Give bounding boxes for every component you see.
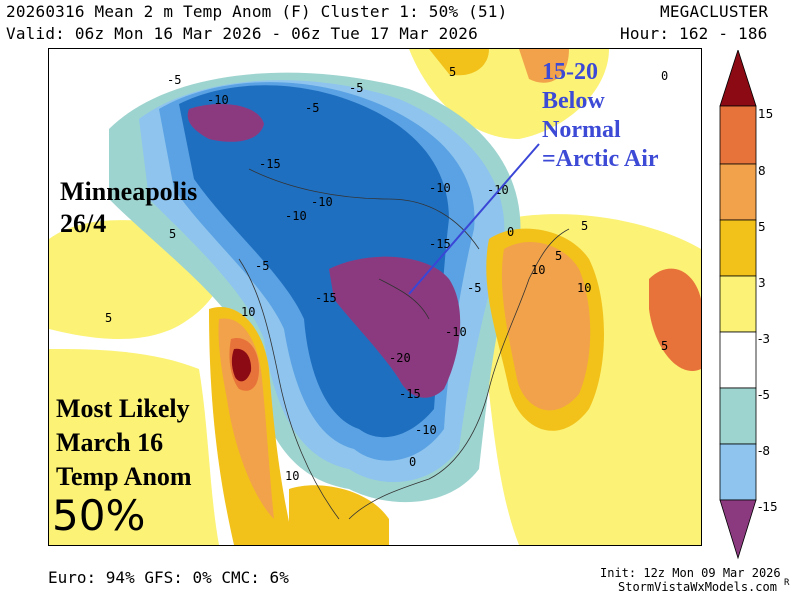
model-weights: Euro: 94% GFS: 0% CMC: 6% [48, 568, 289, 587]
colorbar-label: -3 [758, 332, 770, 346]
contour-label: -10 [445, 325, 467, 339]
contour-label: 10 [531, 263, 546, 277]
map-title: 20260316 Mean 2 m Temp Anom (F) Cluster … [6, 2, 508, 21]
contour-label: -5 [305, 101, 320, 115]
arctic-air-note-line: =Arctic Air [542, 146, 659, 172]
caption-line: Most Likely [56, 394, 190, 423]
contour-label: -10 [285, 209, 307, 223]
colorbar-label: 5 [758, 220, 766, 234]
contour-label: -5 [467, 281, 482, 295]
arctic-air-note-line: Normal [542, 117, 621, 143]
city-name: Minneapolis [60, 177, 198, 206]
forecast-hour: Hour: 162 - 186 [620, 24, 768, 43]
contour-label: -10 [311, 195, 333, 209]
brand-label: MEGACLUSTER [660, 2, 769, 21]
anomaly-map-graphic [49, 49, 701, 545]
contour-label: -15 [429, 237, 451, 251]
arctic-air-note-line: 15-20 [542, 59, 598, 85]
arctic-air-note: 15-20 Below Normal =Arctic Air [542, 58, 659, 174]
contour-label: -15 [399, 387, 421, 401]
contour-label: 0 [507, 225, 515, 239]
contour-label: 0 [661, 69, 669, 83]
arrow-line [408, 143, 540, 295]
colorbar-label: 15 [758, 107, 774, 121]
contour-label: -5 [167, 73, 182, 87]
probability-label: 50% [52, 491, 146, 540]
contour-label: -5 [255, 259, 270, 273]
arctic-air-note-line: Below [542, 88, 605, 114]
colorbar-label: 3 [758, 276, 766, 290]
site-credit: StormVistaWxModels.com [618, 580, 777, 594]
anomaly-map: -5 0 -5 -5 -10 -15 -10 -10 -15 -10 -10 5… [48, 48, 702, 546]
colorbar [719, 50, 757, 560]
city-temps: 26/4 [60, 209, 107, 238]
contour-label: 5 [105, 311, 113, 325]
contour-label: -20 [389, 351, 411, 365]
colorbar-label: 8 [758, 164, 766, 178]
contour-label: -10 [429, 181, 451, 195]
city-forecast: Minneapolis 26/4 [60, 176, 197, 240]
contour-label: 5 [581, 219, 589, 233]
contour-label: 10 [285, 469, 300, 483]
registered-mark: R [784, 578, 790, 588]
contour-label: 5 [661, 339, 669, 353]
contour-label: 5 [555, 249, 563, 263]
colorbar-label: -15 [758, 500, 778, 514]
contour-label: 5 [449, 65, 457, 79]
contour-label: 10 [241, 305, 256, 319]
contour-label: -10 [207, 93, 229, 107]
contour-label: -10 [415, 423, 437, 437]
valid-time: Valid: 06z Mon 16 Mar 2026 - 06z Tue 17 … [6, 24, 478, 43]
init-time: Init: 12z Mon 09 Mar 2026 [600, 566, 781, 580]
contour-label: 5 [169, 227, 177, 241]
colorbar-label: -5 [758, 388, 770, 402]
contour-label: -15 [259, 157, 281, 171]
caption-line: Temp Anom [56, 462, 192, 491]
colorbar-label: -8 [758, 444, 770, 458]
contour-label: -15 [315, 291, 337, 305]
contour-label: -5 [349, 81, 364, 95]
contour-label: 10 [577, 281, 592, 295]
caption-line: March 16 [56, 428, 164, 457]
contour-label: 0 [409, 455, 417, 469]
map-caption: Most Likely March 16 Temp Anom [56, 392, 192, 494]
